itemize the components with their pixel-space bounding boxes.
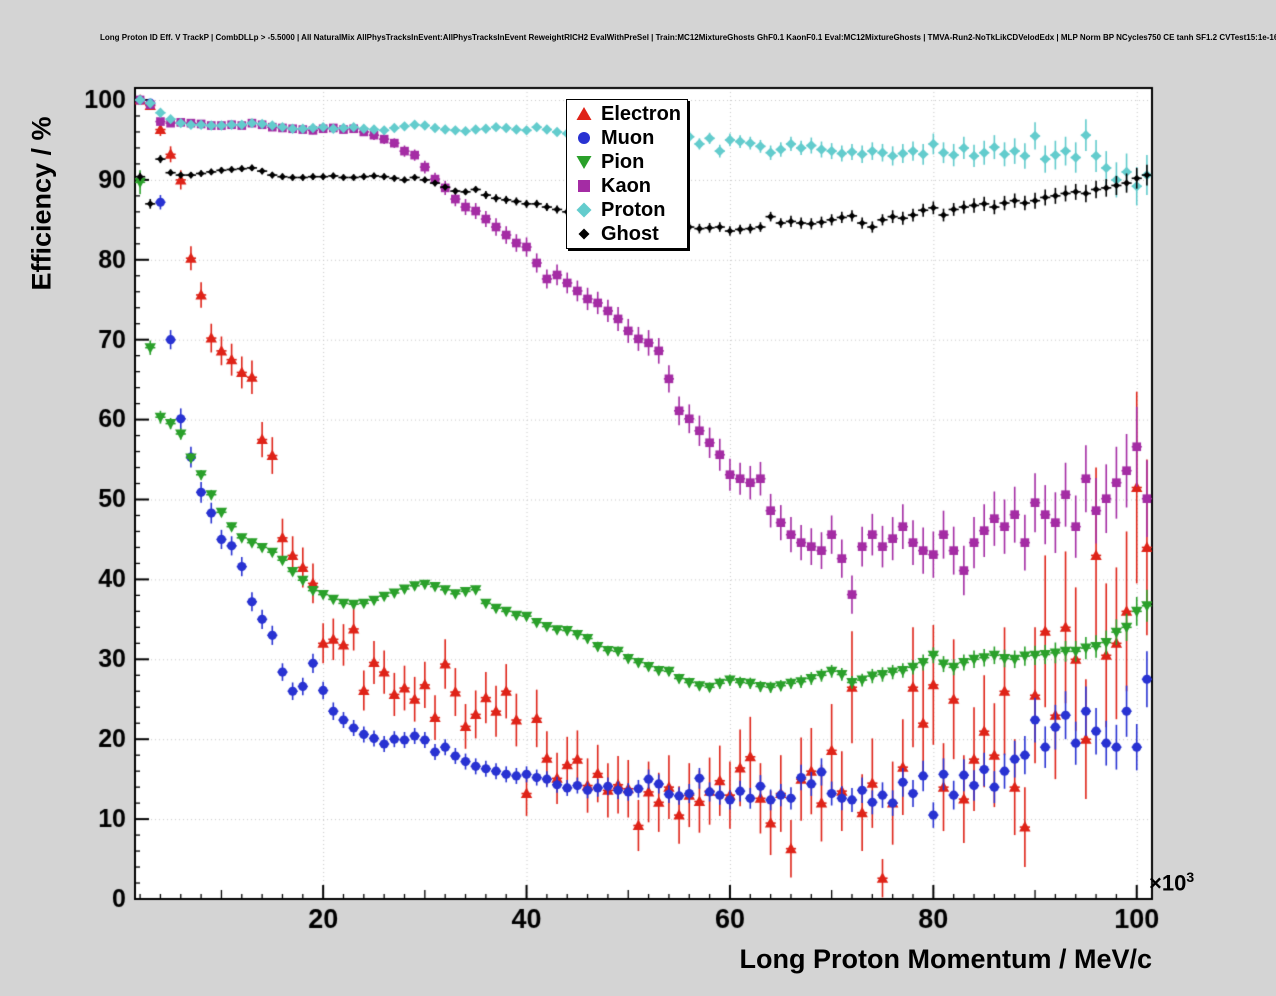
exponent-power: 3 (1186, 869, 1195, 885)
ghost-marker-icon (574, 224, 594, 244)
exponent-base: ×10 (1149, 870, 1187, 896)
legend-label-electron: Electron (601, 102, 682, 125)
legend-item-pion: Pion (567, 150, 687, 174)
legend-item-muon: Muon (567, 126, 687, 150)
legend-item-ghost: Ghost (567, 222, 687, 246)
legend-item-proton: Proton (567, 198, 687, 222)
chart-title: Long Proton ID Eff. V TrackP | CombDLLp … (100, 33, 1276, 42)
legend-label-ghost: Ghost (601, 222, 659, 245)
legend-label-pion: Pion (601, 150, 645, 173)
proton-marker-icon (574, 200, 594, 220)
legend-item-kaon: Kaon (567, 174, 687, 198)
electron-marker-icon (574, 104, 594, 124)
legend-label-proton: Proton (601, 198, 666, 221)
x-axis-exponent: ×103 (1149, 869, 1194, 896)
legend-label-kaon: Kaon (601, 174, 651, 197)
y-axis-title: Efficiency / % (26, 116, 57, 291)
legend-item-electron: Electron (567, 102, 687, 126)
legend-label-muon: Muon (601, 126, 655, 149)
legend: Electron Muon Pion Kaon Proton Ghost (566, 99, 688, 249)
pion-marker-icon (574, 152, 594, 172)
x-axis-title: Long Proton Momentum / MeV/c (739, 944, 1153, 974)
muon-marker-icon (574, 128, 594, 148)
kaon-marker-icon (574, 176, 594, 196)
